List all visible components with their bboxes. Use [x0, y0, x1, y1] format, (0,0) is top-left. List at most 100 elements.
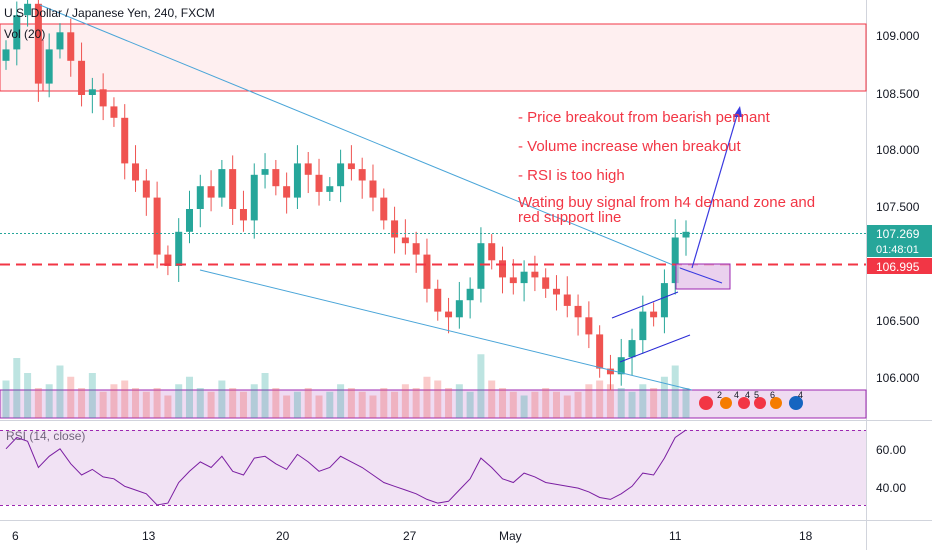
candle-body	[358, 169, 366, 181]
volume-bar	[347, 388, 355, 418]
candle-body	[455, 300, 463, 318]
bar-countdown: 01:48:01	[876, 244, 919, 256]
arrow-head	[733, 106, 742, 117]
channel-upper[interactable]	[611, 291, 679, 319]
volume-bar	[617, 388, 625, 418]
candle-body	[67, 32, 75, 61]
candle-body	[164, 254, 172, 266]
price-tick: 108.500	[876, 87, 920, 101]
volume-bar	[499, 388, 507, 418]
candle-body	[423, 254, 431, 289]
volume-bar	[250, 384, 258, 418]
event-flag-icon[interactable]	[754, 397, 766, 409]
volume-bar	[358, 391, 366, 418]
upper-trendline[interactable]	[39, 4, 691, 273]
candle-body	[617, 357, 625, 375]
candle-body	[585, 317, 593, 335]
time-tick: 13	[142, 529, 156, 543]
volume-bar	[563, 395, 571, 418]
volume-bar	[606, 384, 614, 418]
volume-label: Vol (20)	[4, 27, 45, 41]
candle-body	[606, 368, 614, 375]
volume-bar	[671, 365, 679, 418]
volume-bar	[45, 384, 53, 418]
volume-bar	[466, 391, 474, 418]
volume-bar	[423, 376, 431, 418]
volume-bar	[455, 384, 463, 418]
volume-bar	[369, 395, 377, 418]
lower-trendline[interactable]	[199, 269, 693, 391]
event-count: 6	[770, 390, 775, 400]
candle-body	[99, 89, 107, 107]
last-price-label-bg	[867, 225, 932, 257]
price-tick: 107.500	[876, 200, 920, 214]
event-flag-icon[interactable]	[699, 396, 713, 410]
symbol-title: U.S. Dollar / Japanese Yen, 240, FXCM	[4, 6, 215, 20]
time-tick: 20	[276, 529, 290, 543]
rsi-tick: 60.00	[876, 443, 906, 457]
candle-body	[499, 260, 507, 278]
pullback-line	[679, 267, 723, 284]
volume-bar	[56, 365, 64, 418]
volume-bar	[153, 388, 161, 418]
volume-bar	[283, 395, 291, 418]
candle-body	[132, 163, 140, 181]
candle-body	[218, 169, 226, 198]
candle-body	[142, 180, 150, 198]
price-pane[interactable]	[0, 0, 866, 420]
volume-bar	[24, 373, 32, 418]
annotation-line-3: - RSI is too high	[518, 167, 625, 184]
time-tick: May	[499, 529, 522, 543]
rsi-tick: 40.00	[876, 481, 906, 495]
volume-bar	[477, 354, 485, 418]
breakout-arrow[interactable]	[691, 111, 739, 269]
candle-body	[434, 288, 442, 312]
volume-bar	[218, 380, 226, 418]
event-flag-icon[interactable]	[738, 397, 750, 409]
rsi-line	[5, 429, 687, 506]
event-flag-icon[interactable]	[720, 397, 732, 409]
volume-bar	[596, 380, 604, 418]
volume-bar	[434, 380, 442, 418]
volume-bar	[488, 380, 496, 418]
rsi-label: RSI (14, close)	[6, 429, 85, 443]
annotation-line-4b: red support line	[518, 209, 621, 226]
volume-bar	[13, 358, 21, 418]
volume-bar	[207, 391, 215, 418]
candle-body	[337, 163, 345, 187]
volume-bar	[239, 391, 247, 418]
price-tick: 109.000	[876, 29, 920, 43]
candle-body	[509, 277, 517, 284]
candle-body	[45, 49, 53, 84]
candle-body	[542, 277, 550, 289]
candle-body	[78, 60, 86, 95]
volume-bar	[412, 388, 420, 418]
candle-body	[110, 106, 118, 118]
candle-body	[88, 89, 96, 95]
volume-bar	[110, 384, 118, 418]
volume-bar	[78, 388, 86, 418]
volume-bar	[229, 388, 237, 418]
candle-body	[445, 311, 453, 318]
candle-body	[250, 174, 258, 221]
event-markers[interactable]: 2 4 4 5 6 4	[699, 390, 803, 410]
resistance-zone[interactable]	[0, 23, 867, 92]
event-count: 5	[754, 390, 759, 400]
candle-body	[207, 186, 215, 198]
candle-body	[185, 209, 193, 232]
candle-body	[304, 163, 312, 175]
volume-bar	[88, 373, 96, 418]
candle-body	[639, 311, 647, 341]
candle-body	[326, 186, 334, 192]
candle-body	[229, 169, 237, 209]
event-flag-icon[interactable]	[789, 396, 803, 410]
event-flag-icon[interactable]	[770, 397, 782, 409]
candle-body	[596, 334, 604, 369]
volume-bar	[509, 391, 517, 418]
candle-body	[531, 271, 539, 278]
event-count: 4	[734, 390, 739, 400]
channel-lower[interactable]	[619, 334, 691, 363]
volume-bar	[660, 376, 668, 418]
